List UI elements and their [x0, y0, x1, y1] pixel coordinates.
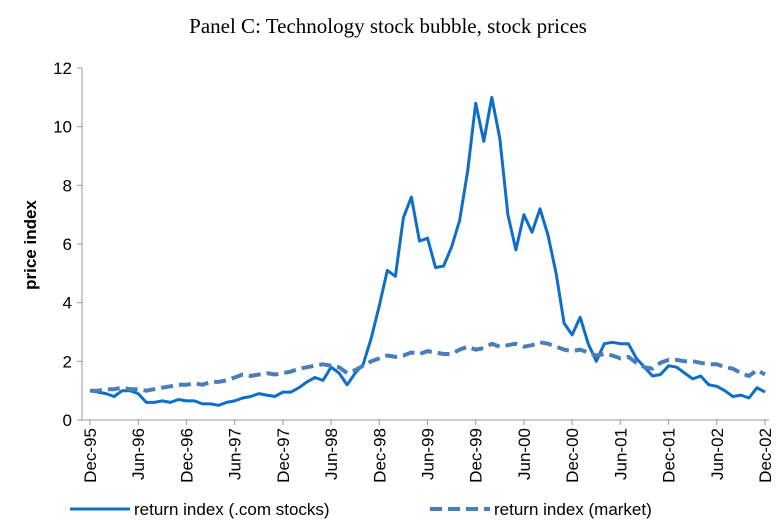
x-tick-label: Dec-02 — [756, 428, 775, 483]
y-tick-label: 12 — [53, 59, 72, 78]
y-tick-label: 0 — [63, 411, 72, 430]
y-tick-label: 2 — [63, 352, 72, 371]
legend-label: return index (.com stocks) — [134, 500, 330, 519]
x-tick-label: Dec-98 — [370, 428, 389, 483]
y-axis-label: price index — [21, 200, 40, 290]
data-line — [89, 95, 766, 407]
x-tick-label: Jun-00 — [515, 428, 534, 480]
y-tick-label: 8 — [63, 176, 72, 195]
y-tick-label: 6 — [63, 235, 72, 254]
x-tick-label: Dec-95 — [81, 428, 100, 483]
x-tick-label: Jun-99 — [419, 428, 438, 480]
x-tick-label: Jun-97 — [226, 428, 245, 480]
x-tick-label: Jun-96 — [129, 428, 148, 480]
x-tick-label: Dec-00 — [563, 428, 582, 483]
legend-label: return index (market) — [494, 500, 652, 519]
y-tick-label: 4 — [63, 294, 72, 313]
x-tick-label: Jun-01 — [611, 428, 630, 480]
x-tick-label: Dec-99 — [467, 428, 486, 483]
x-tick-label: Dec-01 — [660, 428, 679, 483]
x-tick-label: Dec-97 — [274, 428, 293, 483]
chart-title: Panel C: Technology stock bubble, stock … — [189, 14, 587, 38]
x-tick-label: Jun-98 — [322, 428, 341, 480]
data-line — [90, 340, 766, 393]
x-tick-label: Jun-02 — [708, 428, 727, 480]
x-tick-label: Dec-96 — [177, 428, 196, 483]
y-tick-label: 10 — [53, 118, 72, 137]
